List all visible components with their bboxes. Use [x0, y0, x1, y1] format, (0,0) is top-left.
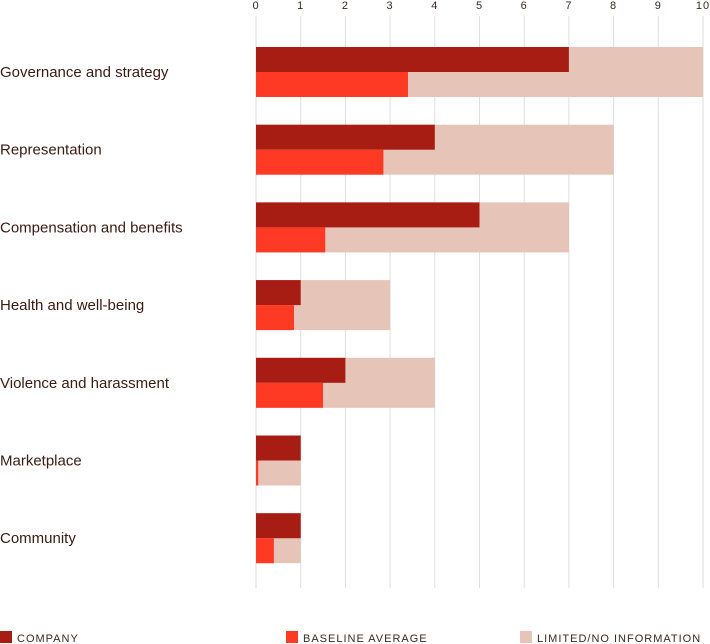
legend-swatch-limited-no-information	[520, 631, 532, 643]
bar-baseline-representation	[256, 149, 384, 175]
category-label-violence-and-harassment: Violence and harassment	[0, 375, 170, 392]
legend: COMPANY BASELINE AVERAGE LIMITED/NO INFORM…	[0, 631, 701, 644]
tick-label-2: 2	[342, 0, 349, 12]
x-axis-ticks: 0 1 2 3 4 5 6 7 8 9 10	[252, 0, 710, 12]
bar-company-violence-and-harassment	[256, 357, 346, 383]
legend-label-limited-no-information: LIMITED/NO INFORMATION	[537, 633, 701, 644]
category-label-community: Community	[0, 530, 76, 547]
tick-label-5: 5	[476, 0, 483, 12]
tick-label-10: 10	[696, 0, 710, 12]
tick-label-7: 7	[565, 0, 572, 12]
tick-label-4: 4	[431, 0, 438, 12]
category-label-compensation-and-benefits: Compensation and benefits	[0, 219, 183, 236]
category-label-representation: Representation	[0, 142, 102, 159]
bar-company-marketplace	[256, 435, 301, 461]
category-label-marketplace: Marketplace	[0, 453, 82, 470]
bar-company-governance-and-strategy	[256, 47, 569, 72]
bar-baseline-health-and-well-being	[256, 305, 294, 331]
bar-baseline-governance-and-strategy	[256, 72, 408, 97]
tick-label-1: 1	[297, 0, 304, 12]
tick-label-9: 9	[655, 0, 662, 12]
bar-baseline-compensation-and-benefits	[256, 227, 326, 253]
legend-swatch-baseline-average	[286, 631, 298, 643]
category-label-governance-and-strategy: Governance and strategy	[0, 64, 169, 81]
legend-label-company: COMPANY	[17, 633, 79, 644]
legend-swatch-company	[0, 631, 12, 643]
bar-company-compensation-and-benefits	[256, 202, 480, 228]
bar-baseline-community	[256, 538, 274, 564]
bar-baseline-marketplace	[256, 460, 259, 486]
tick-label-6: 6	[521, 0, 528, 12]
legend-label-baseline-average: BASELINE AVERAGE	[303, 633, 428, 644]
tick-label-0: 0	[252, 0, 259, 12]
bars	[256, 47, 703, 564]
bar-company-health-and-well-being	[256, 280, 301, 306]
bar-baseline-violence-and-harassment	[256, 382, 324, 408]
grid-lines	[255, 16, 704, 588]
category-label-health-and-well-being: Health and well-being	[0, 297, 144, 314]
bar-company-community	[256, 513, 301, 539]
category-labels: Governance and strategy Representation Com…	[0, 64, 183, 547]
tick-label-8: 8	[610, 0, 617, 12]
tick-label-3: 3	[387, 0, 394, 12]
bar-company-representation	[256, 124, 435, 150]
